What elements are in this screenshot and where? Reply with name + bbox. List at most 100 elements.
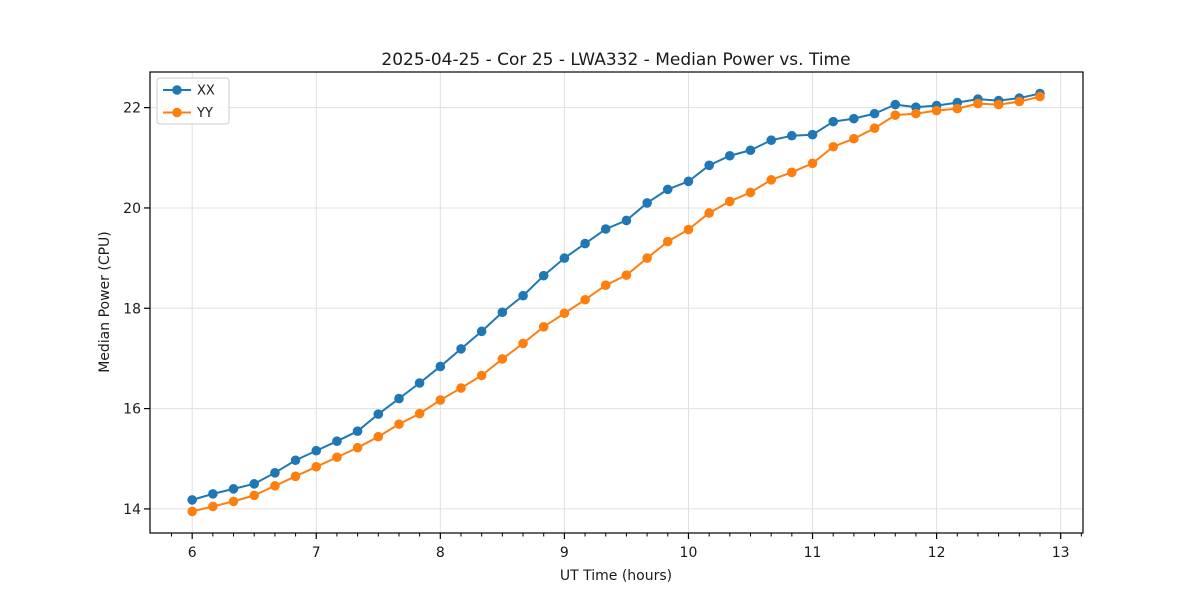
legend: XX YY — [156, 77, 230, 125]
series-YY — [187, 91, 1045, 517]
data-point — [621, 215, 632, 226]
legend-marker-XX — [172, 85, 182, 95]
data-point — [952, 103, 963, 114]
series-line-XX — [191, 92, 1041, 501]
data-point — [249, 479, 260, 489]
data-point — [187, 506, 197, 517]
data-point — [311, 461, 322, 472]
data-point — [745, 187, 756, 198]
series-XX — [187, 88, 1045, 505]
data-point — [1014, 96, 1025, 107]
data-point — [993, 99, 1004, 110]
data-point — [208, 489, 218, 499]
legend-label-XX: XX — [197, 84, 215, 99]
gridlines — [150, 72, 1083, 533]
data-point — [332, 452, 342, 463]
y-tick-label: 16 — [123, 402, 141, 418]
data-point — [911, 108, 921, 119]
data-point — [724, 196, 735, 207]
data-point — [249, 490, 260, 501]
data-point — [518, 290, 528, 301]
data-point — [187, 495, 197, 505]
data-point — [766, 135, 777, 146]
x-tick-label: 8 — [436, 545, 445, 561]
data-point — [373, 409, 384, 419]
data-point — [600, 280, 611, 290]
x-tick-label: 9 — [560, 545, 569, 561]
data-point — [766, 175, 777, 185]
data-point — [704, 160, 714, 171]
axis-ticks: 6 7 8 9 10 11 12 13 14 16 18 20 22 — [123, 101, 1082, 561]
data-point — [414, 378, 425, 388]
data-point — [849, 133, 859, 144]
data-point — [332, 436, 342, 447]
data-point — [228, 484, 239, 494]
data-point — [869, 108, 880, 119]
y-tick-label: 18 — [123, 301, 141, 317]
y-tick-label: 20 — [123, 201, 141, 217]
data-point — [580, 238, 590, 249]
data-point — [456, 344, 466, 354]
data-point — [787, 167, 797, 178]
data-point — [518, 338, 528, 349]
data-point — [538, 322, 549, 332]
data-point — [208, 501, 218, 512]
data-point — [600, 224, 611, 234]
legend-label-YY: YY — [196, 106, 213, 121]
y-tick-label: 22 — [123, 101, 141, 117]
data-point — [890, 110, 901, 120]
data-point — [745, 145, 756, 156]
data-point — [559, 308, 570, 319]
data-point — [476, 326, 487, 337]
data-point — [228, 496, 239, 507]
data-point — [497, 307, 508, 318]
data-point — [890, 99, 901, 110]
data-point — [456, 383, 466, 393]
axes-frame — [149, 71, 1084, 534]
plot-area: 6 7 8 9 10 11 12 13 14 16 18 20 22 XX YY — [123, 71, 1084, 561]
data-point — [931, 105, 942, 116]
x-tick-label: 12 — [928, 545, 946, 561]
data-point — [869, 123, 880, 133]
data-point — [270, 481, 280, 491]
data-point — [662, 236, 673, 247]
data-point — [497, 354, 508, 364]
data-point — [373, 431, 384, 442]
y-axis-label: Median Power (CPU) — [97, 231, 113, 373]
data-point — [290, 455, 301, 466]
legend-marker-YY — [172, 107, 182, 118]
data-point — [973, 98, 983, 109]
data-point — [828, 116, 839, 127]
data-point — [290, 471, 301, 482]
x-tick-label: 13 — [1052, 545, 1070, 561]
data-point — [435, 361, 446, 372]
x-axis-label: UT Time (hours) — [560, 568, 672, 584]
data-point — [621, 270, 632, 280]
data-point — [352, 426, 363, 436]
x-tick-label: 7 — [312, 545, 321, 561]
data-point — [828, 141, 839, 152]
data-point — [683, 224, 694, 235]
data-point — [642, 198, 652, 208]
x-tick-label: 11 — [804, 545, 822, 561]
data-point — [1035, 91, 1045, 102]
data-point — [476, 370, 487, 381]
y-tick-label: 14 — [123, 502, 141, 518]
data-point — [394, 419, 404, 429]
chart-title: 2025-04-25 - Cor 25 - LWA332 - Median Po… — [381, 50, 850, 70]
data-point — [683, 176, 694, 187]
data-point — [414, 408, 425, 419]
data-point — [580, 294, 590, 305]
data-point — [352, 442, 363, 453]
data-point — [394, 393, 404, 404]
data-point — [435, 395, 446, 405]
data-point — [662, 184, 673, 195]
data-point — [559, 253, 570, 263]
data-point — [849, 113, 859, 124]
data-point — [724, 150, 735, 161]
legend-box — [156, 77, 230, 125]
data-point — [787, 130, 797, 141]
data-point — [807, 158, 818, 169]
